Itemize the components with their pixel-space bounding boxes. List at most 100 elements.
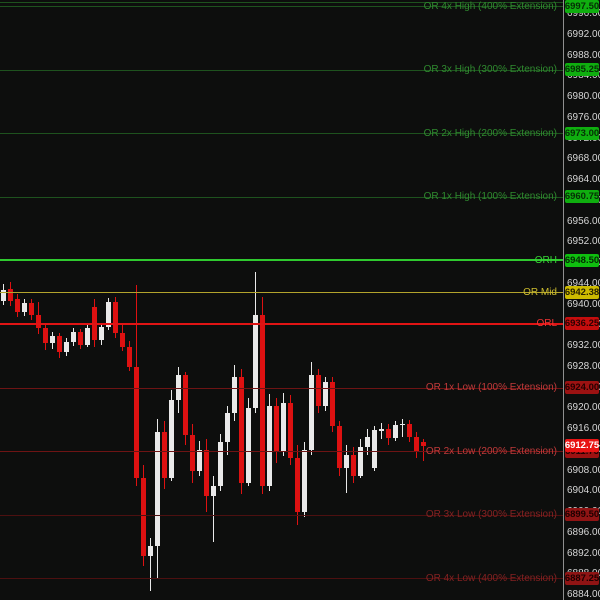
candle (400, 423, 405, 426)
level-badge-or-4x-low: 6887.25 (564, 571, 600, 585)
level-badge-or-mid: 6942.38 (564, 285, 600, 299)
price-axis-tick: 6892.00 (567, 547, 600, 559)
candle-wick (346, 444, 347, 493)
candle (29, 303, 34, 315)
level-line-or-3x-low (0, 514, 563, 516)
candle (120, 333, 125, 348)
price-axis-tick: 6956.00 (567, 215, 600, 227)
candle (295, 457, 300, 512)
price-axis-tick: 6988.00 (567, 49, 600, 61)
candle (232, 377, 237, 414)
level-line-or-4x-low (0, 578, 563, 580)
candle (190, 435, 195, 471)
level-line-or-1x-high (0, 196, 563, 198)
candle (43, 327, 48, 344)
price-axis-tick: 6932.00 (567, 340, 600, 351)
candle (1, 290, 6, 301)
price-axis-tick: 6992.00 (567, 28, 600, 40)
level-label-orl: ORL (536, 318, 557, 330)
candle (393, 425, 398, 439)
price-axis-tick: 6940.00 (567, 298, 600, 310)
level-line-or-mid (0, 292, 563, 294)
candle (421, 441, 426, 446)
price-axis-tick: 6928.00 (567, 360, 600, 372)
candle (386, 429, 391, 439)
candle (141, 478, 146, 557)
level-line-or-3x-high (0, 69, 563, 71)
level-label-or-3x-low: OR 3x Low (300% Extension) (425, 509, 557, 521)
price-axis-tick: 6968.00 (567, 153, 600, 165)
level-label-or-4x-high: OR 4x High (400% Extension) (423, 0, 557, 12)
candle (218, 441, 223, 487)
level-label-or-3x-high: OR 3x High (300% Extension) (423, 64, 557, 76)
candle (414, 436, 419, 452)
candle (8, 288, 13, 301)
level-label-orh: ORH (534, 254, 557, 266)
level-line-orl (0, 322, 563, 325)
candle (274, 405, 279, 453)
candle (358, 447, 363, 476)
candle (36, 314, 41, 328)
price-axis-tick: 6884.00 (567, 589, 600, 600)
candle (113, 301, 118, 334)
candle (344, 454, 349, 468)
candle (15, 299, 20, 313)
level-line-or-1x-low (0, 387, 563, 389)
level-badge-or-1x-low: 6924.00 (564, 381, 600, 394)
candle (78, 331, 83, 345)
candle (316, 374, 321, 406)
price-axis-tick: 6896.00 (567, 526, 600, 538)
price-axis-tick: 6976.00 (567, 111, 600, 123)
price-axis-tick: 6996.00 (567, 8, 600, 19)
level-label-or-2x-high: OR 2x High (200% Extension) (423, 127, 557, 139)
level-line-or-2x-low (0, 451, 563, 453)
price-axis-tick: 6980.00 (567, 91, 600, 102)
candle (99, 326, 104, 340)
level-badge-or-1x-high: 6960.75 (564, 190, 600, 204)
candle (372, 430, 377, 468)
candle (106, 301, 111, 327)
price-axis-tick: 6904.00 (567, 485, 600, 497)
candle (22, 303, 27, 313)
candle (246, 408, 251, 484)
candle (330, 382, 335, 427)
last-price-badge: 6912.75 (564, 439, 600, 453)
candle (169, 400, 174, 479)
candle-wick (381, 422, 382, 440)
candle (197, 449, 202, 471)
candle (64, 342, 69, 353)
level-line-or-4x-high (0, 6, 563, 8)
price-axis-tick: 6916.00 (567, 423, 600, 434)
price-axis-tick: 6920.00 (567, 402, 600, 414)
candle-wick (150, 537, 151, 592)
level-label-or-mid: OR Mid (523, 286, 557, 298)
candle (323, 382, 328, 406)
chart-plot-area[interactable]: OR 4x High (400% Extension) OR 3x High (3… (0, 0, 563, 600)
price-axis-tick: 6944.00 (567, 277, 600, 289)
level-line-or-2x-high (0, 133, 563, 135)
level-badge-orl: 6936.25 (564, 317, 600, 331)
candle (50, 335, 55, 344)
candle (260, 314, 265, 487)
candle (183, 374, 188, 436)
candle (351, 454, 356, 476)
candle-wick (213, 475, 214, 542)
candle (71, 331, 76, 343)
candle (204, 449, 209, 497)
candle-wick (402, 418, 403, 437)
price-axis[interactable]: 6996.006992.006988.006984.006980.006976.… (563, 0, 600, 600)
level-line-orh (0, 259, 563, 262)
candle (288, 403, 293, 458)
candle (225, 413, 230, 442)
price-axis-tick: 6952.00 (567, 236, 600, 248)
candle (211, 486, 216, 497)
level-badge-or-3x-low: 6899.50 (564, 508, 600, 522)
level-label-or-2x-low: OR 2x Low (200% Extension) (425, 445, 557, 457)
candle (407, 423, 412, 437)
level-label-or-4x-low: OR 4x Low (400% Extension) (425, 572, 557, 584)
candle (309, 374, 314, 450)
candle (239, 377, 244, 484)
candle (267, 405, 272, 487)
price-axis-tick: 6964.00 (567, 174, 600, 185)
